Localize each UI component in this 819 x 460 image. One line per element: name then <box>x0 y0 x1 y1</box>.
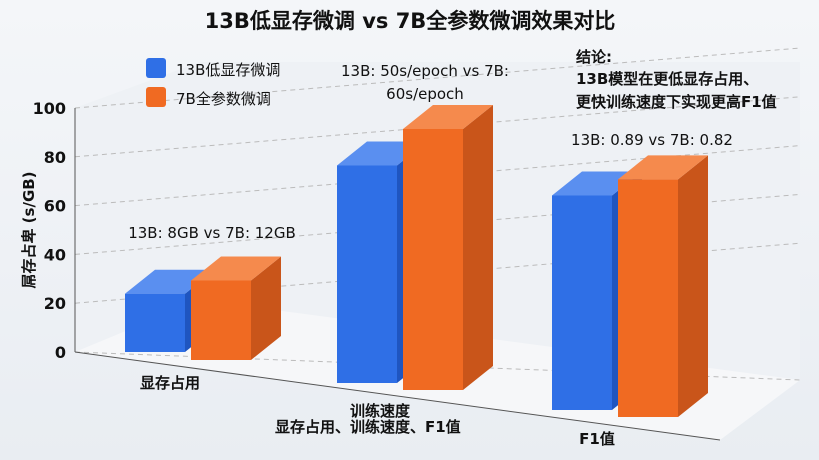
y-axis-label: 屌存占卑 (s/GB) <box>20 171 38 288</box>
bar-side <box>463 105 493 390</box>
y-tick-label: 80 <box>44 148 66 167</box>
annotation-memory: 13B: 8GB vs 7B: 12GB <box>128 224 296 242</box>
bar-top <box>191 256 281 281</box>
bar-front <box>618 179 678 417</box>
conclusion-heading: 结论: <box>576 48 612 66</box>
legend-label-13b: 13B低显存微调 <box>176 61 280 79</box>
conclusion-line-2: 更快训练速度下实现更高F1值 <box>576 93 777 111</box>
bar-front <box>191 280 251 360</box>
y-tick-label: 60 <box>44 197 66 216</box>
x-axis-line <box>74 351 721 441</box>
y-tick-label: 100 <box>33 99 66 118</box>
y-tick-label: 40 <box>44 245 66 264</box>
bar-side <box>678 155 708 417</box>
legend-swatch-13b <box>146 58 166 78</box>
bar-front <box>125 293 185 352</box>
bar-top <box>618 155 708 180</box>
bar-side <box>251 256 281 360</box>
legend-swatch-7b <box>146 87 166 107</box>
annotation-speed-2: 60s/epoch <box>386 85 464 103</box>
gridline <box>74 47 801 109</box>
category-label-0: 显存占用 <box>140 374 200 392</box>
y-tick-label: 0 <box>55 343 66 362</box>
category-label-2: F1值 <box>579 430 615 448</box>
annotation-speed-1: 13B: 50s/epoch vs 7B: <box>341 62 509 80</box>
legend-label-7b: 7B全参数微调 <box>176 90 271 108</box>
category-label-1: 训练速度 <box>350 402 411 420</box>
bar-front <box>337 165 397 383</box>
annotation-f1: 13B: 0.89 vs 7B: 0.82 <box>571 131 733 149</box>
x-axis-label: 显存占用、训练速度、F1值 <box>275 418 461 436</box>
bar-front <box>552 195 612 410</box>
bar-0-1 <box>191 256 281 360</box>
bar-front <box>403 129 463 390</box>
bar-1-1 <box>403 105 493 390</box>
y-tick-label: 20 <box>44 294 66 313</box>
chart-title: 13B低显存微调 vs 7B全参数微调效果对比 <box>205 9 616 33</box>
conclusion-line-1: 13B模型在更低显存占用、 <box>576 70 758 88</box>
legend: 13B低显存微调 7B全参数微调 <box>146 58 280 108</box>
bar-top <box>403 105 493 129</box>
bar-2-1 <box>618 155 708 417</box>
